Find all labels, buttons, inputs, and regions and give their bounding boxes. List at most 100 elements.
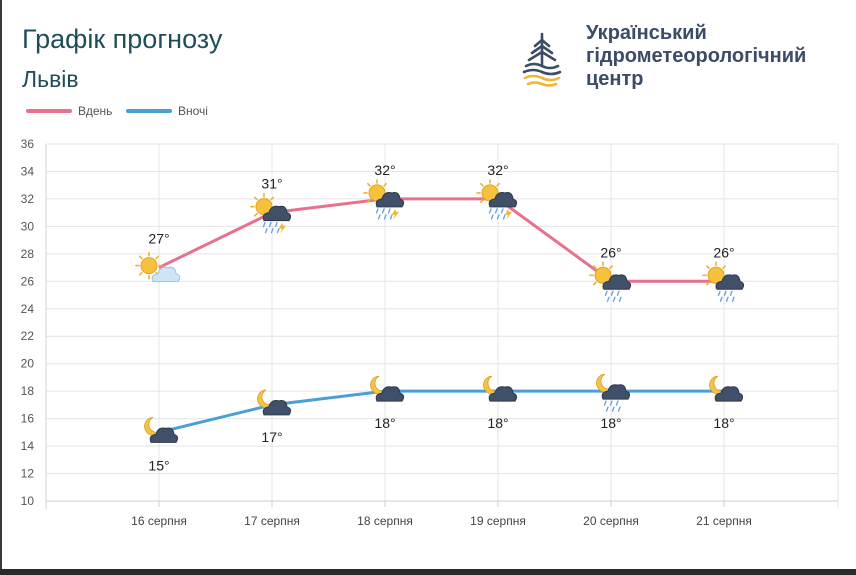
night-temperature-line [158,389,724,434]
org-line-1: Український [586,22,707,44]
rain-drop [488,208,492,214]
sun-ray [480,182,484,187]
moon-cloud-icon [709,375,744,402]
chart-title: Графік прогнозу [22,24,223,54]
sun-ray [155,255,159,260]
sun-ray [593,281,597,286]
window-frame-bottom [0,569,856,575]
x-tick-label: 19 серпня [470,514,526,528]
rain-drop [617,406,621,412]
data-label: 15° [148,457,169,473]
sun-thunderstorm-icon [363,179,405,220]
organization-name: Український гідрометеорологічний центр [586,22,851,91]
y-tick-label: 24 [21,302,35,316]
day-temperature-line [158,197,724,283]
y-tick-label: 32 [21,192,35,206]
sun-disc [707,266,725,284]
rain-drop [609,400,613,406]
org-line-3: центр [586,68,644,90]
cloud-shape [151,266,181,283]
legend-item-night[interactable]: Вночі [126,104,208,118]
y-tick-label: 36 [21,137,35,151]
data-label: 18° [713,415,734,431]
rain-drop [611,406,615,412]
y-tick-label: 30 [21,219,35,233]
data-label: 31° [261,176,282,192]
y-tick-label: 10 [21,494,35,508]
sun-ray [254,212,258,217]
sun-ray [139,271,143,276]
sun-rain-icon [702,261,745,303]
rain-drop [618,296,622,303]
rain-drop [605,406,609,412]
rain-drop [610,290,614,297]
y-tick-label: 12 [21,467,35,481]
moon-cloud-icon [144,416,179,443]
rain-drop [262,221,266,228]
series-night: 15° 17° 18° 18° 18° 18° [148,389,735,473]
y-tick-label: 20 [21,357,35,371]
sun-ray [383,182,387,187]
sun-ray [609,265,613,270]
data-label: 32° [487,162,508,178]
sun-cloud-icon [135,251,181,283]
sun-disc [594,266,612,284]
sun-ray [270,196,274,201]
sun-ray [254,196,258,201]
rain-drop [604,290,608,297]
rain-drop [612,296,616,303]
data-label: 17° [261,429,282,445]
x-tick-label: 17 серпня [244,514,300,528]
window-frame-left [0,0,2,575]
cloud-shape [262,400,292,416]
lightning-bolt [505,208,512,220]
rain-drops [262,221,280,234]
sun-ray [139,255,143,260]
cloud-shape [488,386,518,402]
rain-drops [375,208,393,220]
sun-thunderstorm-icon [476,179,518,220]
x-tick-label: 21 серпня [696,514,752,528]
sun-ray [722,265,726,270]
rain-drop [276,227,280,234]
ukrhydromet-logo-icon [521,27,563,91]
data-label: 26° [600,244,621,260]
rain-drop [731,296,735,303]
rain-drops [717,290,735,303]
rain-drop [615,400,619,406]
legend-item-day[interactable]: Вдень [26,104,112,118]
rain-drop [717,290,721,297]
x-tick-label: 16 серпня [131,514,187,528]
sun-thunderstorm-icon [250,192,292,234]
cloud-shape [262,205,292,222]
sun-ray [480,199,484,203]
data-label: 18° [600,415,621,431]
rain-drop [606,296,610,303]
series-day: 27° 31° 32° 32° 26° 26° [148,162,735,283]
rain-drop [387,208,391,214]
rain-drop [274,221,278,228]
y-tick-label: 22 [21,329,35,343]
rain-drop [496,214,500,220]
rain-drop [268,221,272,228]
org-line-2: гідрометеорологічний [586,45,807,67]
data-label: 18° [374,415,395,431]
cloud-shape [715,274,745,290]
x-tick-label: 20 серпня [583,514,639,528]
rain-drop [490,214,494,220]
legend-label-night: Вночі [178,104,208,118]
data-label: 26° [713,244,734,260]
cloud-shape [601,384,631,400]
cloud-shape [149,427,179,443]
cloud-shape [714,386,744,402]
legend-swatch-day [26,109,72,113]
cloud-shape [375,192,405,208]
cloud-shape [488,192,518,208]
rain-drop [383,214,387,220]
sun-ray [367,182,371,187]
y-tick-label: 34 [21,164,35,178]
data-label: 27° [148,231,169,247]
rain-drop [723,290,727,297]
rain-drop [500,208,504,214]
rain-drop [719,296,723,303]
